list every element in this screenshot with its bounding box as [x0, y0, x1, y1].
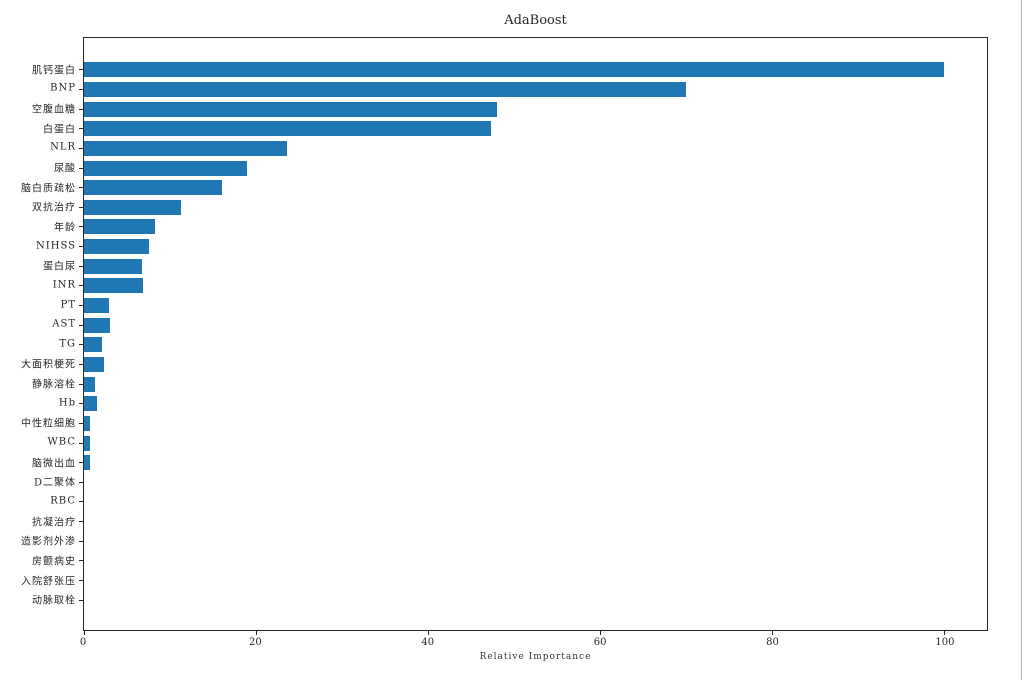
y-tick-label: 静脉溶栓 — [32, 379, 76, 391]
y-tick-label: INR — [52, 279, 76, 291]
y-tick-mark — [79, 147, 83, 149]
y-tick-mark — [79, 501, 83, 503]
bar — [84, 121, 491, 137]
y-tick-label: D二聚体 — [33, 477, 76, 489]
y-tick-mark — [79, 226, 83, 228]
y-tick-label: WBC — [47, 436, 76, 448]
y-tick-label: 中性粒细胞 — [21, 418, 76, 430]
y-tick-label: 动脉取栓 — [32, 595, 76, 607]
x-tick-label: 80 — [766, 637, 779, 648]
y-tick-label: RBC — [50, 495, 76, 507]
x-tick-mark — [772, 631, 773, 635]
bar — [84, 81, 686, 97]
x-tick-mark — [944, 631, 945, 635]
bar — [84, 337, 103, 353]
bar — [84, 180, 222, 196]
x-tick-mark — [84, 631, 85, 635]
y-tick-label: 肌钙蛋白 — [32, 65, 76, 77]
x-axis-title: Relative Importance — [479, 652, 592, 662]
bar — [84, 455, 91, 471]
bar — [84, 356, 104, 372]
bar — [84, 278, 144, 294]
y-tick-mark — [79, 363, 83, 365]
y-tick-label: 尿酸 — [54, 163, 76, 175]
y-tick-mark — [79, 88, 83, 90]
y-tick-label: Hb — [58, 397, 76, 409]
y-tick-label: 入院舒张压 — [21, 576, 76, 588]
x-tick-label: 100 — [935, 637, 955, 648]
y-tick-mark — [79, 187, 83, 189]
y-tick-label: 脑微出血 — [32, 458, 76, 470]
y-tick-mark — [79, 305, 83, 307]
y-tick-mark — [79, 462, 83, 464]
y-tick-mark — [79, 521, 83, 523]
y-tick-mark — [79, 108, 83, 110]
bar — [84, 317, 110, 333]
y-tick-label: PT — [60, 299, 76, 311]
y-tick-mark — [79, 383, 83, 385]
y-tick-mark — [79, 580, 83, 582]
y-tick-mark — [79, 442, 83, 444]
y-tick-mark — [79, 481, 83, 483]
bar — [84, 298, 109, 314]
y-tick-label: BNP — [50, 82, 76, 94]
bar — [84, 396, 97, 412]
bar — [84, 219, 156, 235]
x-axis-ticks: 0 20 40 60 80 100 — [79, 637, 988, 651]
y-tick-label: AST — [52, 318, 76, 330]
y-tick-label: 白蛋白 — [43, 124, 76, 136]
y-tick-label: 脑白质疏松 — [21, 183, 76, 195]
bar — [84, 258, 143, 274]
bar — [84, 62, 944, 78]
y-tick-mark — [79, 560, 83, 562]
bar — [84, 160, 248, 176]
bar — [84, 376, 96, 392]
bar — [84, 140, 287, 156]
x-tick-label: 60 — [593, 637, 607, 648]
x-tick-label: 20 — [249, 637, 262, 648]
chart-title: AdaBoost — [504, 13, 567, 28]
y-tick-label: 抗凝治疗 — [32, 517, 76, 529]
bar — [84, 239, 149, 255]
y-tick-mark — [79, 344, 83, 346]
plot-area — [79, 37, 988, 635]
x-tick-label: 40 — [421, 637, 435, 648]
y-tick-mark — [79, 324, 83, 326]
x-tick-label: 0 — [79, 637, 87, 648]
y-tick-label: NIHSS — [36, 240, 76, 252]
y-tick-mark — [79, 285, 83, 287]
y-tick-label: TG — [59, 338, 76, 350]
bar — [84, 435, 91, 451]
y-tick-label: 双抗治疗 — [32, 202, 76, 214]
y-tick-label: 房颤病史 — [32, 556, 76, 568]
x-tick-mark — [600, 631, 601, 635]
y-tick-mark — [79, 403, 83, 405]
y-tick-mark — [79, 69, 83, 71]
y-tick-mark — [79, 540, 83, 542]
window-right-edge — [1021, 0, 1022, 680]
y-tick-mark — [79, 167, 83, 169]
y-tick-label: 大面积梗死 — [21, 359, 76, 371]
y-tick-label: 蛋白尿 — [43, 261, 76, 273]
y-tick-mark — [79, 265, 83, 267]
y-axis-labels: 肌钙蛋白 BNP 空腹血糖白蛋白 NLR 尿酸脑白质疏松双抗治疗年龄 NIHSS 蛋白尿 IN… — [0, 0, 76, 680]
y-tick-mark — [79, 206, 83, 208]
x-tick-mark — [428, 631, 429, 635]
x-tick-mark — [256, 631, 257, 635]
bar — [84, 415, 91, 431]
bar — [84, 101, 497, 117]
y-tick-label: 空腹血糖 — [32, 104, 76, 116]
y-tick-mark — [79, 128, 83, 130]
y-tick-label: 造影剂外渗 — [21, 536, 76, 548]
bar — [84, 199, 182, 215]
y-tick-label: NLR — [50, 141, 76, 153]
y-tick-mark — [79, 422, 83, 424]
y-tick-mark — [79, 599, 83, 601]
y-tick-label: 年龄 — [54, 222, 76, 234]
y-tick-mark — [79, 246, 83, 248]
